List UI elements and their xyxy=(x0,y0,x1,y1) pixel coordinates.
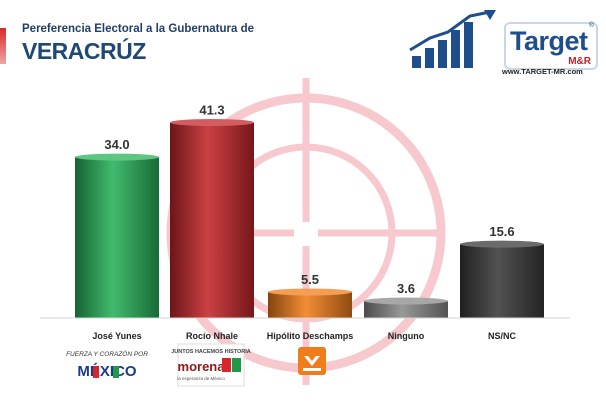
bar-chart-logo-icon xyxy=(409,10,496,68)
category-label-rocio-nhale: Rocío Nhale xyxy=(186,331,238,341)
bar-ns-nc xyxy=(460,244,544,318)
morena-coalition-logo: JUNTOS HACEMOS HISTORIA morena la espera… xyxy=(171,343,251,387)
bar-top-jose-yunes xyxy=(75,153,159,161)
chart-title: VERACRÚZ xyxy=(22,38,146,64)
brand-sub: M&R xyxy=(568,56,591,67)
bar-hipolito-deschamps xyxy=(268,291,352,318)
pri-logo-line1: FUERZA Y CORAZÓN POR xyxy=(66,349,148,358)
bar-top-hipolito-deschamps xyxy=(268,288,352,296)
chart-header: Pereferencia Electoral a la Gubernatura … xyxy=(0,0,606,76)
bar-top-rocio-nhale xyxy=(170,119,254,127)
movimiento-ciudadano-logo xyxy=(298,347,326,375)
value-label-ninguno: 3.6 xyxy=(397,281,415,296)
value-label-hipolito-deschamps: 5.5 xyxy=(301,272,319,287)
category-label-ninguno: Ninguno xyxy=(388,331,425,341)
target-logo: Target ® M&R www.TARGET-MR.com xyxy=(408,8,598,78)
bar-jose-yunes xyxy=(75,157,159,318)
bar-rocio-nhale xyxy=(170,122,254,318)
brand-registered: ® xyxy=(588,22,594,29)
morena-logo-line2: morena xyxy=(178,359,226,374)
value-label-ns-nc: 15.6 xyxy=(489,224,514,239)
brand-url: www.TARGET-MR.com xyxy=(502,67,583,76)
bar-ninguno xyxy=(364,300,448,318)
bar-top-ns-nc xyxy=(460,240,544,248)
category-label-jose-yunes: José Yunes xyxy=(92,331,141,341)
value-label-jose-yunes: 34.0 xyxy=(104,137,129,152)
value-label-rocio-nhale: 41.3 xyxy=(199,103,224,118)
header-accent-bar xyxy=(0,28,6,64)
category-label-ns-nc: NS/NC xyxy=(488,331,517,341)
chart-subtitle: Pereferencia Electoral a la Gubernatura … xyxy=(22,23,255,35)
target-brand-box: Target ® M&R xyxy=(504,22,598,70)
morena-logo-line1: JUNTOS HACEMOS HISTORIA xyxy=(171,349,251,355)
brand-name: Target xyxy=(510,26,588,56)
pri-logo-line2: MÉXICO xyxy=(77,363,137,380)
morena-logo-line3: la esperanza de México xyxy=(177,376,225,381)
pri-coalition-logo: FUERZA Y CORAZÓN POR MÉXICO xyxy=(66,349,148,380)
category-label-hipolito-deschamps: Hipólito Deschamps xyxy=(267,331,354,341)
bar-top-ninguno xyxy=(364,297,448,305)
